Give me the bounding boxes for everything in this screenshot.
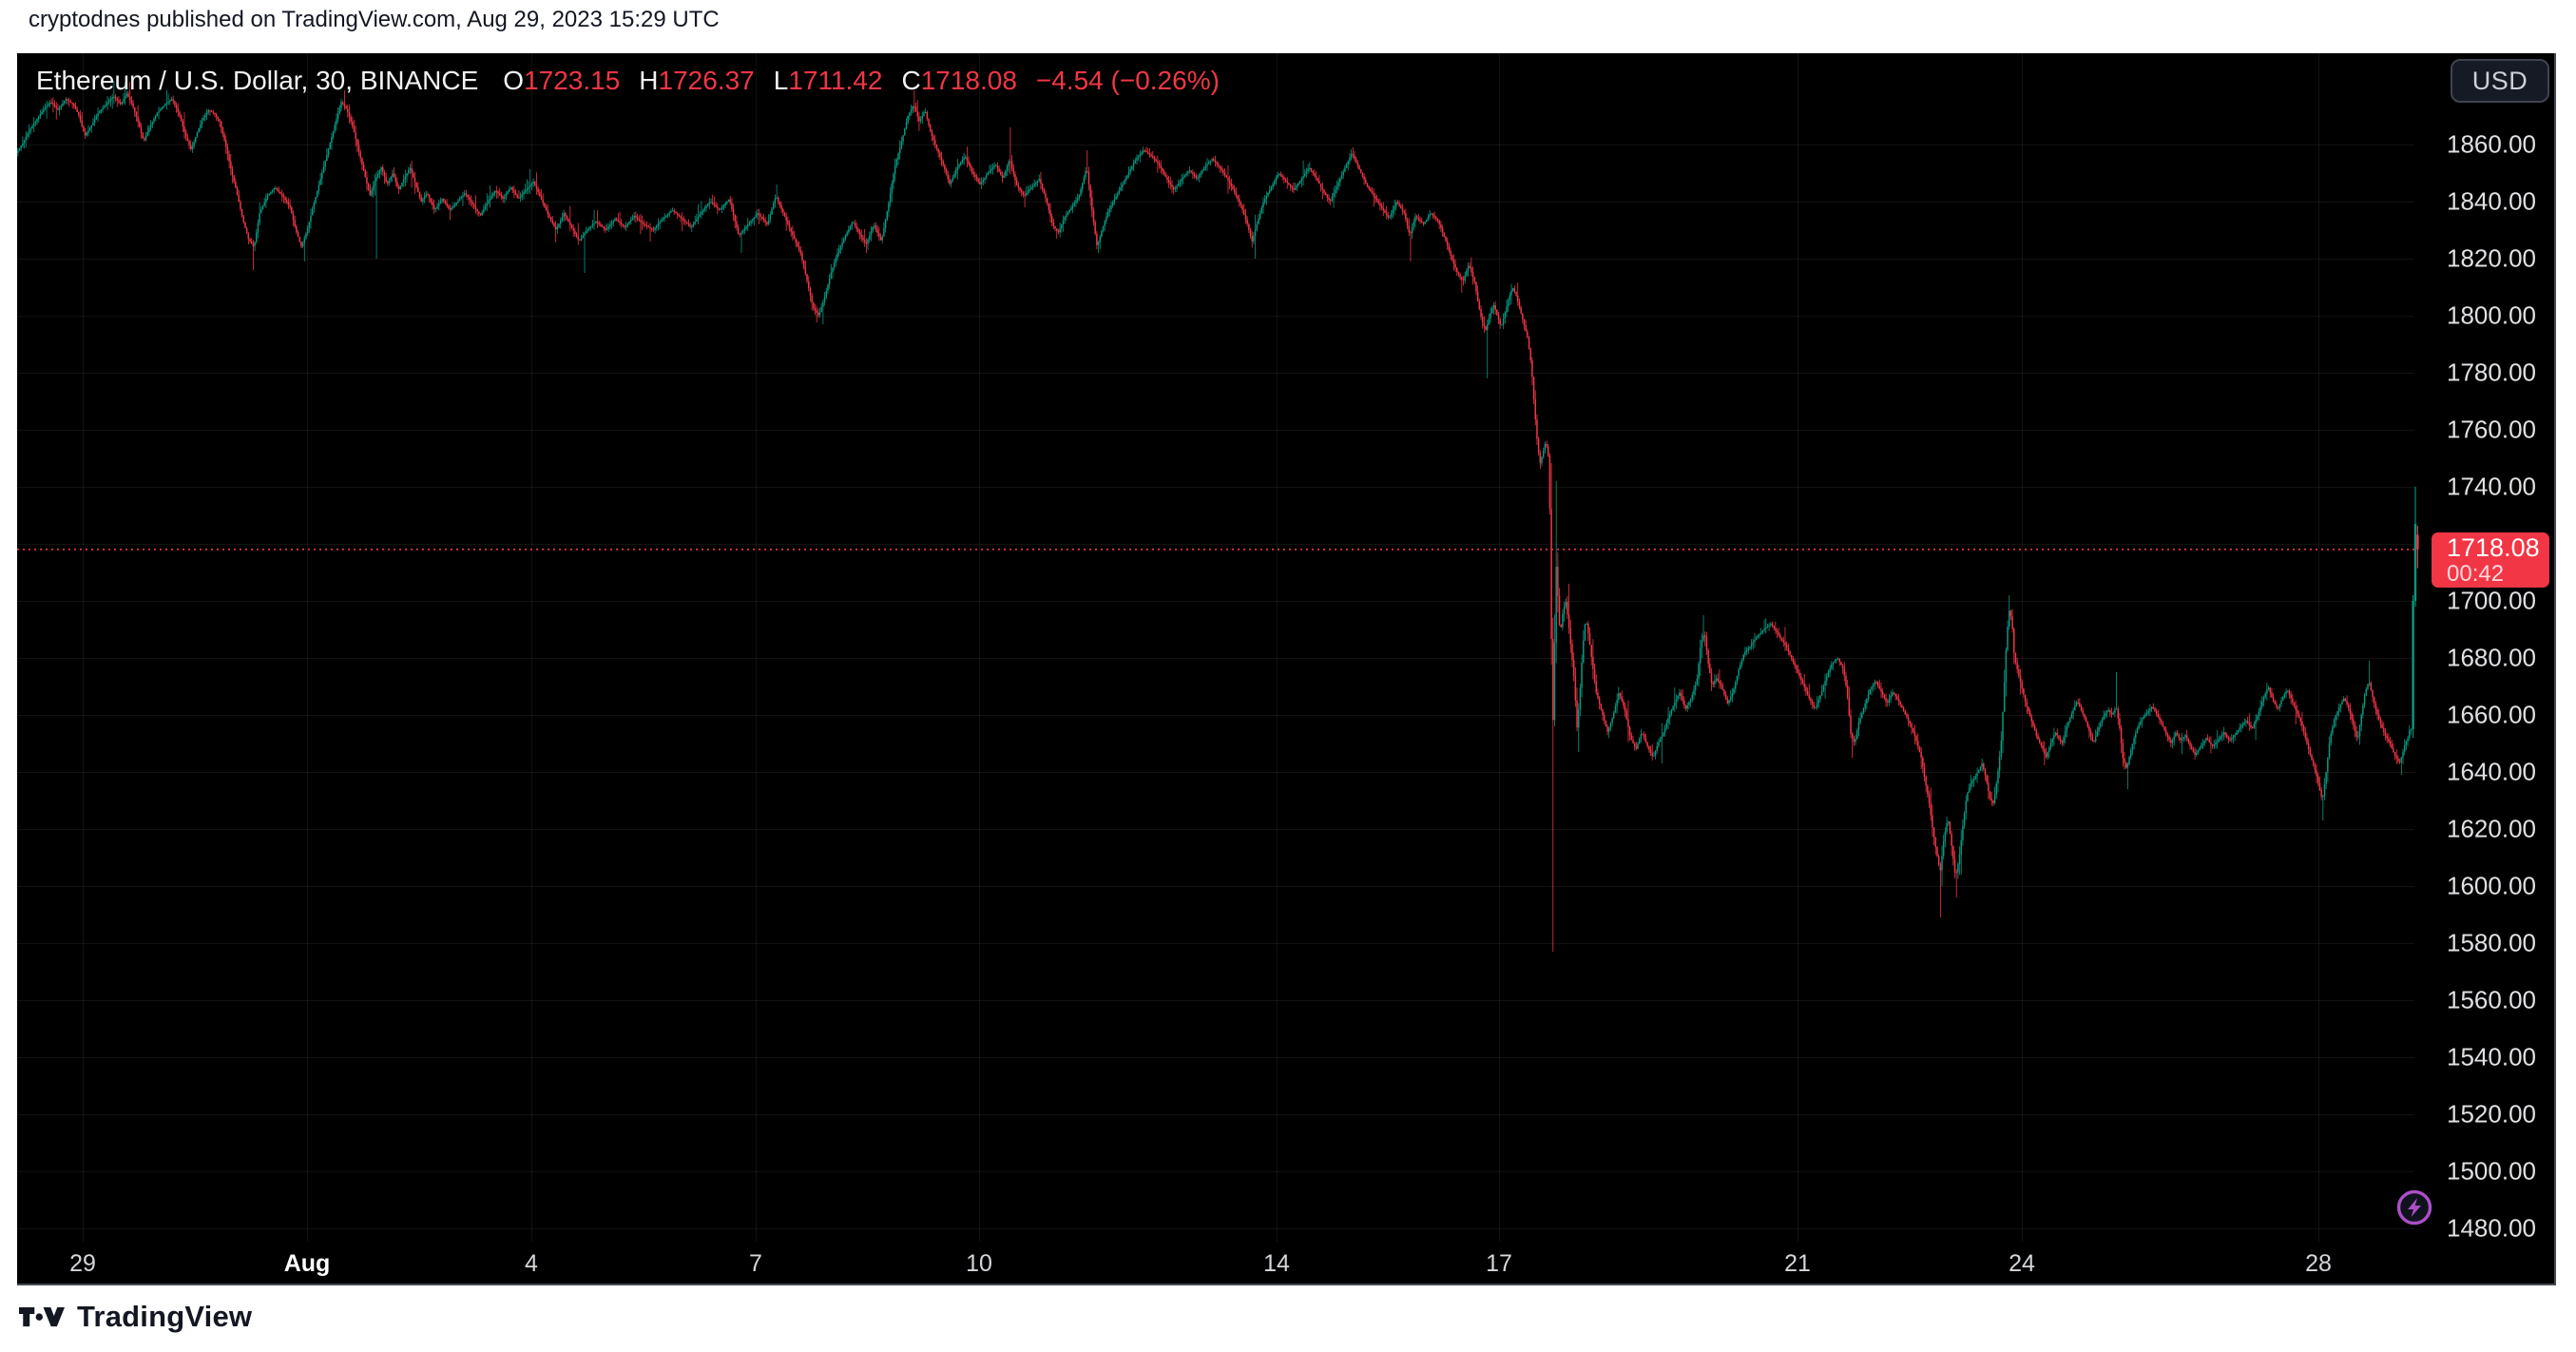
ohlc-open: O1723.15 <box>503 66 621 95</box>
time-axis-label: 14 <box>1263 1250 1290 1277</box>
symbol-legend: Ethereum / U.S. Dollar, 30, BINANCE O172… <box>36 66 1220 96</box>
last-price-label: 1718.08 00:42 <box>2432 532 2549 588</box>
time-axis-label: 10 <box>966 1250 992 1277</box>
price-axis-label: 1620.00 <box>2447 814 2536 843</box>
price-axis-label: 1780.00 <box>2447 357 2536 387</box>
price-axis-label: 1520.00 <box>2447 1099 2536 1129</box>
price-axis-label: 1660.00 <box>2447 700 2536 729</box>
time-axis-label: 28 <box>2305 1250 2332 1277</box>
time-axis-label: 21 <box>1784 1250 1811 1277</box>
footer: TradingView <box>19 1293 252 1341</box>
price-axis-label: 1800.00 <box>2447 300 2536 330</box>
time-axis[interactable]: 29 Aug 4 7 10 14 17 21 24 28 <box>17 1242 2432 1285</box>
price-axis-label: 1540.00 <box>2447 1042 2536 1072</box>
price-axis-label: 1640.00 <box>2447 757 2536 786</box>
tradingview-logo[interactable] <box>19 1304 65 1330</box>
attribution-text: cryptodnes published on TradingView.com,… <box>29 7 720 32</box>
time-axis-label: 4 <box>525 1250 538 1277</box>
time-axis-label: 7 <box>749 1250 762 1277</box>
price-axis-label: 1500.00 <box>2447 1156 2536 1186</box>
ohlc-low: L1711.42 <box>773 66 883 95</box>
price-change: −4.54 (−0.26%) <box>1035 66 1220 95</box>
price-axis-label: 1560.00 <box>2447 985 2536 1014</box>
time-axis-label: 29 <box>69 1250 96 1277</box>
price-axis-label: 1740.00 <box>2447 472 2536 501</box>
chart-widget: Ethereum / U.S. Dollar, 30, BINANCE O172… <box>17 53 2556 1285</box>
price-axis-label: 1840.00 <box>2447 186 2536 216</box>
price-axis-label: 1680.00 <box>2447 643 2536 672</box>
price-axis-label: 1760.00 <box>2447 415 2536 444</box>
price-axis-label: 1820.00 <box>2447 243 2536 273</box>
tradingview-wordmark[interactable]: TradingView <box>77 1300 253 1333</box>
price-axis-label: 1860.00 <box>2447 129 2536 159</box>
ohlc-high: H1726.37 <box>639 66 755 95</box>
price-axis-label: 1700.00 <box>2447 586 2536 615</box>
lightning-icon <box>2408 1198 2421 1217</box>
candlestick-chart[interactable] <box>17 53 2556 1285</box>
time-axis-label: 24 <box>2009 1250 2035 1277</box>
time-axis-label: 17 <box>1486 1250 1512 1277</box>
ohlc-close: C1718.08 <box>901 66 1017 95</box>
price-axis-label: 1580.00 <box>2447 928 2536 957</box>
symbol-title: Ethereum / U.S. Dollar, 30, BINANCE <box>36 66 479 95</box>
last-price-value: 1718.08 <box>2447 533 2540 562</box>
price-axis-label: 1480.00 <box>2447 1213 2536 1243</box>
currency-button[interactable]: USD <box>2451 59 2549 103</box>
price-axis-label: 1600.00 <box>2447 871 2536 900</box>
price-axis[interactable]: USD 1718.08 00:42 1860.00 1840.00 1820.00 1… <box>2432 53 2556 1285</box>
lightning-badge[interactable] <box>2395 1188 2433 1226</box>
bar-countdown: 00:42 <box>2447 561 2505 587</box>
time-axis-label: Aug <box>283 1250 331 1277</box>
